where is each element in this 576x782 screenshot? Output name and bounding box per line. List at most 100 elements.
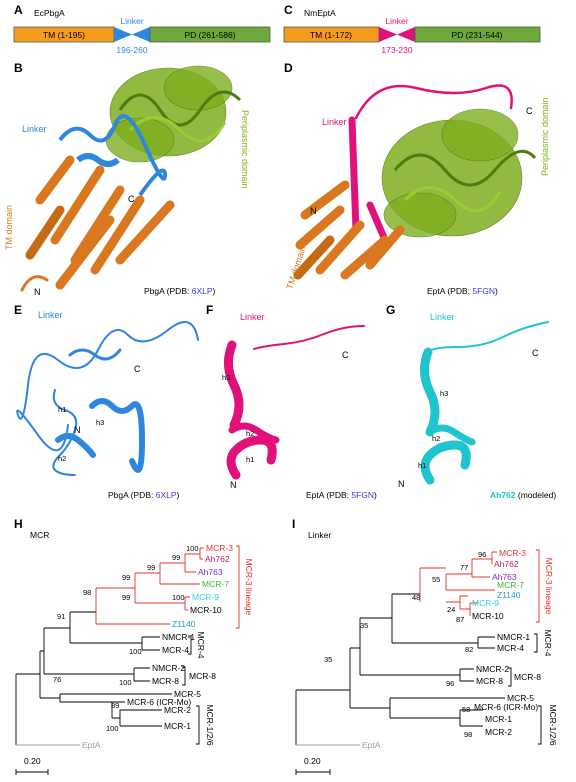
panel-i-bootstrap: 35 bbox=[360, 621, 368, 630]
panel-h-bootstrap: 99 bbox=[122, 593, 130, 602]
panel-i-leaf-epta: EptA bbox=[362, 740, 381, 750]
panel-f: F Linker h3 h2 h1 C N EptA (PDB: 5FGN) bbox=[206, 303, 377, 500]
panel-b-periplasmic-structure bbox=[105, 65, 242, 163]
panel-i-lineage-branches bbox=[419, 551, 497, 616]
panel-i-leaf-ah763: Ah763 bbox=[492, 572, 517, 582]
panel-i-bootstrap: 35 bbox=[324, 655, 332, 664]
panel-g-caption: Ah762 (modeled) bbox=[490, 490, 556, 500]
panel-i-leaf-mcr7: MCR-7 bbox=[497, 580, 524, 590]
panel-i-mcr4-bracket bbox=[534, 633, 538, 653]
panel-i-mcr4-label: MCR-4 bbox=[543, 630, 553, 657]
panel-b-caption: PbgA (PDB: 6XLP) bbox=[144, 286, 216, 296]
panel-i-leaf-mcr4: MCR-4 bbox=[497, 643, 524, 653]
panel-c: C NmEptA TM (1-172) Linker 173-230 PD (2… bbox=[283, 3, 541, 55]
panel-a-linker-range: 196-260 bbox=[116, 45, 147, 55]
panel-d-tm-structure bbox=[293, 180, 405, 280]
panel-g-h2: h2 bbox=[432, 434, 440, 443]
panel-a-linker-left bbox=[114, 27, 132, 42]
panel-b-periplasmic-label: Periplasmic domain bbox=[240, 110, 250, 189]
panel-d-linker-structure bbox=[348, 84, 513, 244]
panel-a-protein: EcPbgA bbox=[34, 8, 65, 18]
panel-g-linker-structure bbox=[420, 321, 549, 485]
panel-h-mcr4-label: MCR-4 bbox=[196, 632, 206, 659]
panel-b-linker-structure bbox=[58, 114, 168, 197]
panel-i-bootstrap: 55 bbox=[432, 575, 440, 584]
panel-h-bootstrap: 100 bbox=[186, 544, 199, 553]
panel-h-leaf-mcr5: MCR-5 bbox=[174, 689, 201, 699]
panel-f-h2: h2 bbox=[246, 429, 254, 438]
panel-d-periplasmic-structure bbox=[381, 108, 537, 238]
panel-i-lineage-label: MCR-3 lineage bbox=[544, 558, 554, 615]
panel-i-leaf-mcr2: MCR-2 bbox=[485, 727, 512, 737]
panel-h-leaf-mcr2: MCR-2 bbox=[164, 705, 191, 715]
panel-e-letter: E bbox=[14, 303, 22, 317]
panel-f-letter: F bbox=[206, 303, 213, 317]
panel-h-lineage-bracket bbox=[236, 545, 240, 629]
panel-h-leaf-nmcr2: NMCR-2 bbox=[152, 663, 185, 673]
panel-h-bootstrap: 91 bbox=[57, 612, 65, 621]
panel-h-leaf-ah762: Ah762 bbox=[205, 554, 230, 564]
panel-e-h3: h3 bbox=[96, 418, 104, 427]
panel-e-n-label: N bbox=[74, 425, 81, 435]
panel-h-leaf-mcr3: MCR-3 bbox=[206, 543, 233, 553]
panel-i-scale-label: 0.20 bbox=[304, 756, 321, 766]
panel-i-mcr126-label: MCR-1/2/6 bbox=[548, 704, 558, 745]
panel-f-c-label: C bbox=[342, 350, 349, 360]
panel-h-mcr8-bracket bbox=[182, 666, 186, 686]
panel-c-protein: NmEptA bbox=[304, 8, 336, 18]
panel-b-c-label: C bbox=[128, 194, 135, 204]
panel-d-letter: D bbox=[284, 61, 293, 75]
panel-c-linker-label: Linker bbox=[385, 16, 408, 26]
panel-e: E Linker h1 h2 h3 C N PbgA (PDB: 6XLP) bbox=[14, 303, 199, 500]
panel-d-periplasmic-label: Periplasmic domain bbox=[540, 97, 550, 176]
panel-h-scale-bar bbox=[15, 769, 49, 775]
panel-i-leaf-mcr1: MCR-1 bbox=[485, 714, 512, 724]
panel-h-letter: H bbox=[14, 517, 23, 531]
panel-h-bootstrap: 99 bbox=[122, 573, 130, 582]
panel-g-h3: h3 bbox=[440, 389, 448, 398]
panel-f-linker-label: Linker bbox=[240, 312, 265, 322]
panel-i-bootstrap: 48 bbox=[412, 593, 420, 602]
panel-b-letter: B bbox=[14, 61, 23, 75]
panel-h-mcr4-bracket bbox=[188, 635, 192, 655]
panel-c-linker-right bbox=[397, 27, 415, 42]
panel-c-pd-box bbox=[414, 26, 541, 43]
panel-i-bootstrap: 87 bbox=[456, 615, 464, 624]
panel-h-leaf-mcr9: MCR-9 bbox=[192, 592, 219, 602]
panel-a-linker-label: Linker bbox=[120, 16, 143, 26]
panel-b: B Linker Periplasmic domain TM domain bbox=[4, 61, 250, 297]
panel-i-bootstrap: 77 bbox=[460, 563, 468, 572]
panel-i-lineage-bracket bbox=[536, 549, 540, 623]
panel-i-leaf-mcr5: MCR-5 bbox=[507, 693, 534, 703]
panel-e-c-label: C bbox=[134, 364, 141, 374]
panel-f-linker-structure bbox=[224, 325, 365, 480]
panel-g: G Linker h3 h2 h1 C N Ah762 (modeled) bbox=[386, 303, 556, 500]
panel-c-linker-left bbox=[379, 27, 397, 42]
panel-h-bootstrap: 98 bbox=[83, 588, 91, 597]
panel-i-leaf-mcr3: MCR-3 bbox=[499, 548, 526, 558]
panel-a-linker-right bbox=[132, 27, 150, 42]
panel-h-bootstrap: 100 bbox=[106, 724, 119, 733]
panel-e-linker-structure bbox=[16, 321, 199, 476]
panel-h-bootstrap: 100 bbox=[129, 647, 142, 656]
panel-g-c-label: C bbox=[532, 348, 539, 358]
panel-e-linker-label: Linker bbox=[38, 310, 63, 320]
panel-f-caption: EptA (PDB: 5FGN) bbox=[306, 490, 377, 500]
panel-f-h3: h3 bbox=[222, 373, 230, 382]
panel-g-letter: G bbox=[386, 303, 395, 317]
panel-i-letter: I bbox=[292, 517, 295, 531]
panel-i-mcr8-bracket bbox=[508, 667, 512, 687]
panel-h-bootstrap: 99 bbox=[147, 563, 155, 572]
panel-h-mcr126-bracket bbox=[196, 705, 200, 745]
panel-i-bootstrap: 58 bbox=[462, 705, 470, 714]
panel-h-leaf-mcr6: MCR-6 (ICR-Mo) bbox=[127, 697, 191, 707]
panel-h-mcr8-label: MCR-8 bbox=[189, 671, 216, 681]
panel-h-bootstrap: 76 bbox=[53, 675, 61, 684]
panel-g-linker-label: Linker bbox=[430, 312, 455, 322]
panel-i-mcr126-bracket bbox=[538, 705, 542, 745]
panel-e-h1: h1 bbox=[58, 405, 66, 414]
panel-c-pd-label: PD (231-544) bbox=[451, 30, 502, 40]
panel-h-leaf-z1140: Z1140 bbox=[172, 619, 196, 629]
panel-d-n-label: N bbox=[310, 206, 317, 216]
